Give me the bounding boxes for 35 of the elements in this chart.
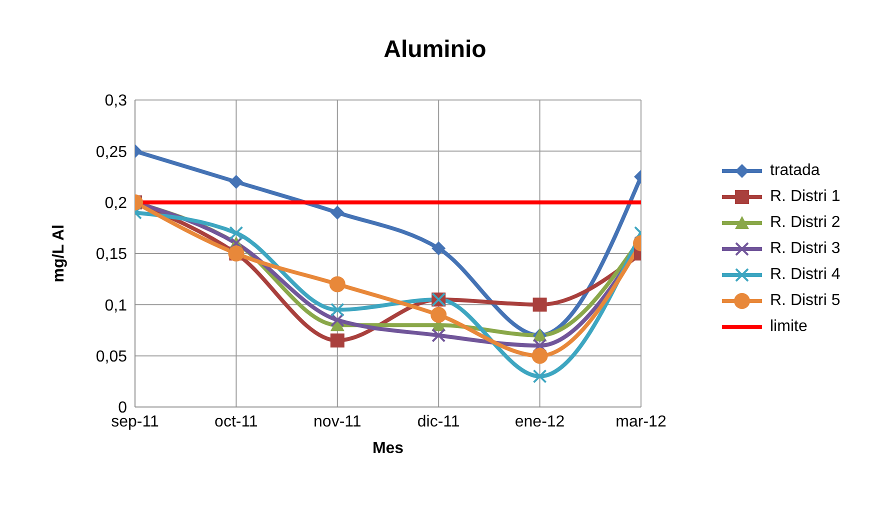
y-tick-label: 0,25 [96,144,128,161]
point [330,313,344,328]
point [329,276,346,292]
point [330,206,344,220]
x-tick-label: oct-11 [214,413,258,430]
y-tick-label: 0,3 [104,92,128,110]
legend-label: R. Distri 3 [770,239,840,259]
y-tick-label: 0,1 [104,297,128,314]
point [432,328,446,342]
x-tick-label: nov-11 [314,413,362,430]
point [432,241,446,256]
legend-label: R. Distri 1 [770,187,840,207]
point [229,174,244,189]
x-tick-label: mar-12 [616,413,666,430]
point [229,226,244,240]
legend-label: tratada [770,161,820,181]
x-axis-title: Mes [372,440,404,457]
point [532,348,548,364]
point [532,338,547,353]
legend-label: R. Distri 5 [770,291,840,311]
legend-label: R. Distri 2 [770,213,840,233]
y-tick-label: 0,2 [104,195,128,212]
point [532,298,547,312]
x-tick-label: dic-11 [417,413,460,430]
chart-title: Aluminio [384,36,486,63]
y-axis-title: mg/L Al [50,224,68,282]
point [330,302,344,317]
y-tick-label: 0,15 [96,246,128,264]
legend-label: limite [770,317,808,337]
x-tick-label: ene-12 [514,413,565,430]
point [430,306,447,323]
y-tick-label: 0,05 [96,348,128,366]
point [330,333,344,348]
legend-label: R. Distri 4 [770,265,840,285]
point [532,369,547,384]
